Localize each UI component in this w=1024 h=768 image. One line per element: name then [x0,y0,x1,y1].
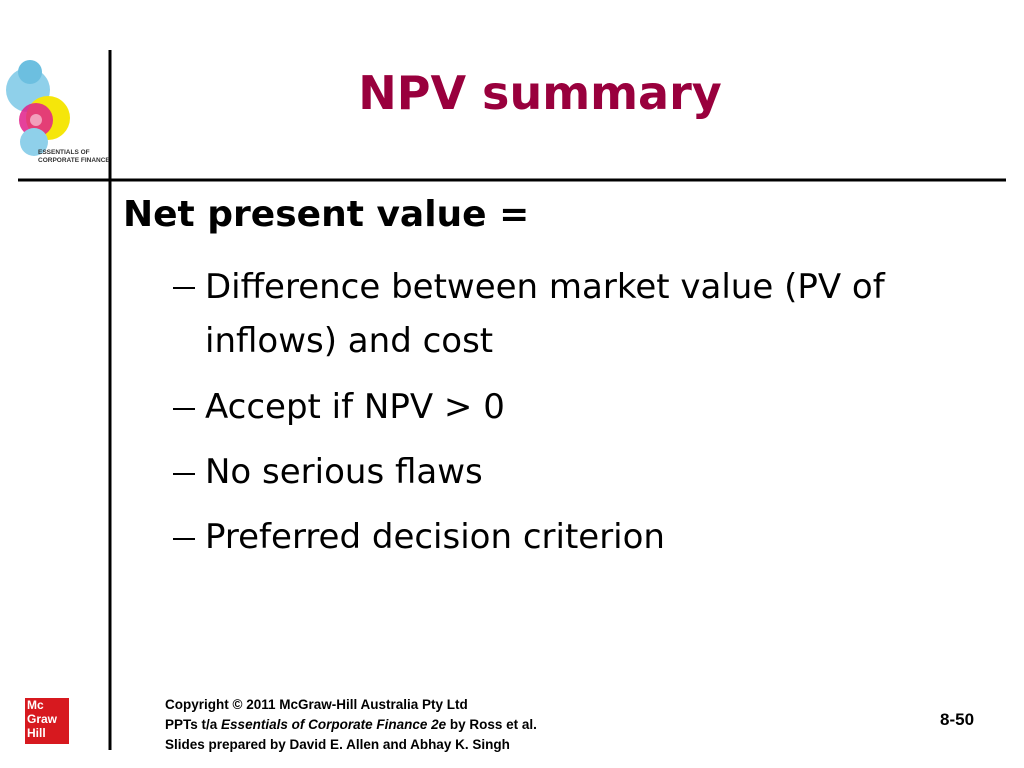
logo-line: Hill [27,726,46,740]
heading: Net present value = [123,194,530,235]
page-number: 8-50 [940,710,975,729]
ppts-line: PPTs t/a Essentials of Corporate Finance… [165,717,537,732]
bullet-dash [173,287,195,289]
bullet-dash [173,408,195,410]
logo-text: CORPORATE FINANCE [38,157,110,164]
book-title: Essentials of Corporate Finance 2e [221,717,447,732]
bullet: Accept if NPV > 0 [205,387,505,427]
publisher-logo: Mc Graw Hill [25,698,69,744]
bullet-dash [173,538,195,540]
logo-text: ESSENTIALS OF [38,149,90,156]
prepared-by: Slides prepared by David E. Allen and Ab… [165,737,510,752]
book-logo [6,60,70,156]
bullet-dash [173,473,195,475]
bullet: Preferred decision criterion [205,517,665,557]
bullet: No serious flaws [205,452,483,492]
text: by Ross et al. [449,717,537,732]
copyright: Copyright © 2011 McGraw-Hill Australia P… [165,697,468,712]
logo-line: Graw [27,712,58,726]
text: PPTs t/a [165,717,218,732]
logo-line: Mc [27,698,44,712]
bullet: Difference between market value (PV of i… [205,267,885,361]
title: NPV summary [358,66,722,120]
